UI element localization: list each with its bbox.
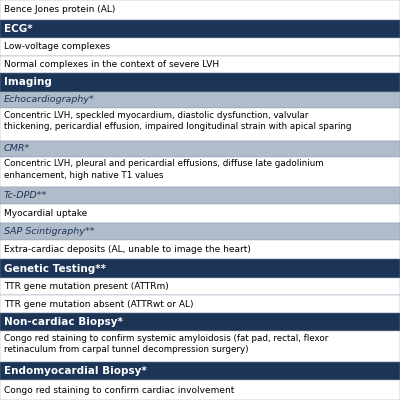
Bar (0, 157, 400, 188)
Bar (0, 240, 400, 260)
Text: Extra-cardiac deposits (AL, unable to image the heart): Extra-cardiac deposits (AL, unable to im… (4, 245, 251, 254)
Bar (0, 313, 400, 331)
Bar (0, 108, 400, 140)
Bar (0, 140, 400, 157)
Text: Imaging: Imaging (4, 77, 52, 87)
Bar (0, 362, 400, 380)
Bar (0, 260, 400, 278)
Text: Echocardiography*: Echocardiography* (4, 95, 95, 104)
Bar (0, 224, 400, 240)
Bar (0, 20, 400, 38)
Bar (0, 92, 400, 108)
Text: Low-voltage complexes: Low-voltage complexes (4, 42, 110, 51)
Bar (0, 73, 400, 92)
Text: Concentric LVH, pleural and pericardial effusions, diffuse late gadolinium
enhan: Concentric LVH, pleural and pericardial … (4, 159, 324, 180)
Bar (0, 0, 400, 20)
Bar (0, 38, 400, 56)
Bar (0, 331, 400, 362)
Text: Bence Jones protein (AL): Bence Jones protein (AL) (4, 5, 115, 14)
Bar (0, 56, 400, 73)
Text: Concentric LVH, speckled myocardium, diastolic dysfunction, valvular
thickening,: Concentric LVH, speckled myocardium, dia… (4, 110, 352, 131)
Text: Myocardial uptake: Myocardial uptake (4, 209, 87, 218)
Text: Tc-DPD**: Tc-DPD** (4, 191, 47, 200)
Bar (0, 295, 400, 313)
Text: Congo red staining to confirm cardiac involvement: Congo red staining to confirm cardiac in… (4, 386, 234, 395)
Bar (0, 278, 400, 295)
Text: SAP Scintigraphy**: SAP Scintigraphy** (4, 227, 94, 236)
Text: Congo red staining to confirm systemic amyloidosis (fat pad, rectal, flexor
reti: Congo red staining to confirm systemic a… (4, 334, 328, 354)
Text: Non-cardiac Biopsy*: Non-cardiac Biopsy* (4, 317, 123, 327)
Bar (0, 188, 400, 204)
Text: ECG*: ECG* (4, 24, 33, 34)
Bar (0, 204, 400, 224)
Text: Genetic Testing**: Genetic Testing** (4, 264, 106, 274)
Text: Endomyocardial Biopsy*: Endomyocardial Biopsy* (4, 366, 147, 376)
Text: TTR gene mutation absent (ATTRwt or AL): TTR gene mutation absent (ATTRwt or AL) (4, 300, 194, 308)
Text: Normal complexes in the context of severe LVH: Normal complexes in the context of sever… (4, 60, 219, 69)
Bar (0, 380, 400, 400)
Text: TTR gene mutation present (ATTRm): TTR gene mutation present (ATTRm) (4, 282, 169, 291)
Text: CMR*: CMR* (4, 144, 30, 153)
